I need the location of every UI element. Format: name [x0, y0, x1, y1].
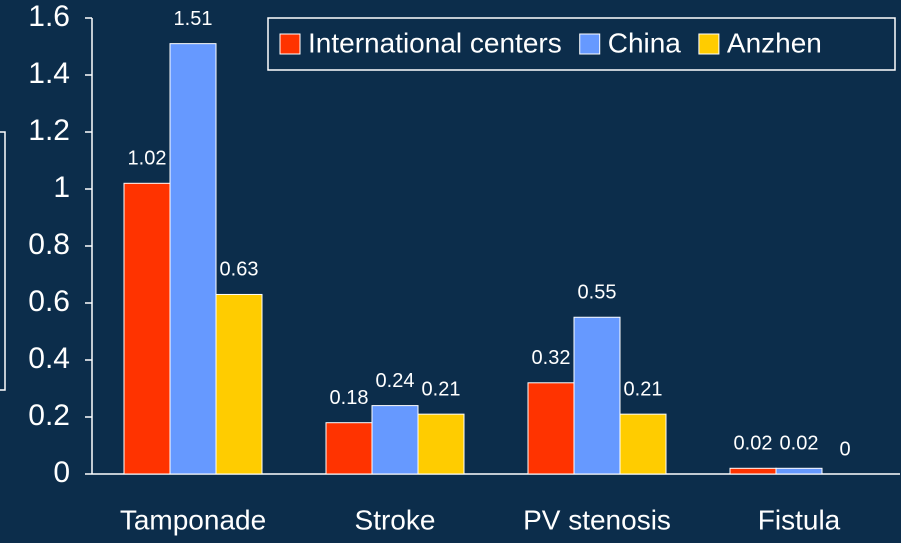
- bar: [123, 182, 171, 475]
- bar: [527, 382, 575, 475]
- bar: [215, 293, 263, 475]
- bar: [573, 316, 621, 475]
- legend-label: China: [608, 27, 682, 58]
- value-label: 1.02: [128, 148, 167, 170]
- y-tick-label: 1.2: [28, 114, 70, 147]
- y-tick-label: 1.4: [28, 57, 70, 90]
- x-tick-label: Tamponade: [120, 504, 266, 535]
- value-label: 0.02: [734, 433, 773, 455]
- legend-label: Anzhen: [727, 27, 822, 58]
- value-label: 0.21: [422, 378, 461, 400]
- bar: [775, 467, 823, 475]
- bar: [169, 43, 217, 475]
- legend-label: International centers: [308, 27, 562, 58]
- value-label: 0.32: [532, 347, 571, 369]
- y-tick-label: 1.6: [28, 0, 70, 33]
- y-tick-label: 1: [53, 171, 70, 204]
- legend-swatch: [579, 33, 601, 55]
- x-tick-label: Stroke: [355, 504, 436, 535]
- x-tick-label: PV stenosis: [523, 504, 671, 535]
- y-tick-label: 0.8: [28, 228, 70, 261]
- axis-bracket: [0, 131, 6, 391]
- value-label: 0.21: [624, 378, 663, 400]
- x-tick-label: Fistula: [758, 504, 841, 535]
- bar: [619, 413, 667, 475]
- value-label: 0.55: [578, 282, 617, 304]
- value-label: 0.02: [780, 433, 819, 455]
- value-label: 0.24: [376, 370, 415, 392]
- bar: [325, 422, 373, 475]
- value-label: 0.18: [330, 387, 369, 409]
- value-label: 1.51: [174, 8, 213, 30]
- value-label: 0.63: [220, 259, 259, 281]
- legend-swatch: [279, 33, 301, 55]
- y-tick-label: 0: [53, 456, 70, 489]
- y-tick-label: 0.6: [28, 285, 70, 318]
- bar: [417, 413, 465, 475]
- y-tick-label: 0.4: [28, 342, 70, 375]
- value-label: 0: [839, 438, 850, 460]
- legend-swatch: [698, 33, 720, 55]
- bar: [371, 405, 419, 475]
- bar: [729, 467, 777, 475]
- legend: [267, 17, 896, 71]
- y-tick-label: 0.2: [28, 399, 70, 432]
